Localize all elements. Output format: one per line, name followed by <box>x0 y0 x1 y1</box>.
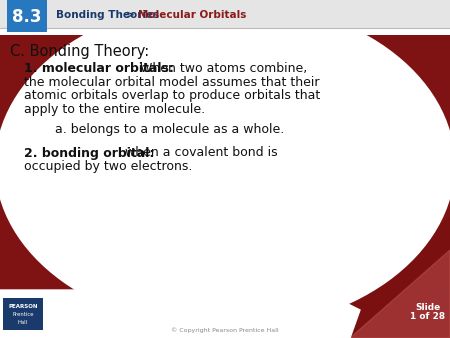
Text: 2. bonding orbital:: 2. bonding orbital: <box>24 146 154 160</box>
Text: atomic orbitals overlap to produce orbitals that: atomic orbitals overlap to produce orbit… <box>24 89 320 102</box>
FancyBboxPatch shape <box>0 118 450 135</box>
FancyBboxPatch shape <box>0 203 450 220</box>
Polygon shape <box>280 218 450 338</box>
Text: >: > <box>126 10 135 20</box>
FancyBboxPatch shape <box>0 220 450 237</box>
Text: When two atoms combine,: When two atoms combine, <box>132 62 307 75</box>
Text: © Copyright Pearson Prentice Hall: © Copyright Pearson Prentice Hall <box>171 327 279 333</box>
Text: Prentice: Prentice <box>12 313 34 317</box>
FancyBboxPatch shape <box>0 135 450 152</box>
FancyBboxPatch shape <box>0 237 450 254</box>
Text: the molecular orbital model assumes that their: the molecular orbital model assumes that… <box>24 75 320 89</box>
Text: when a covalent bond is: when a covalent bond is <box>117 146 278 160</box>
Ellipse shape <box>0 0 450 330</box>
FancyBboxPatch shape <box>7 0 47 32</box>
FancyBboxPatch shape <box>0 186 450 203</box>
FancyBboxPatch shape <box>3 298 43 330</box>
Text: Molecular Orbitals: Molecular Orbitals <box>138 10 247 20</box>
Text: occupied by two electrons.: occupied by two electrons. <box>24 160 193 173</box>
Text: PEARSON: PEARSON <box>8 305 38 310</box>
Text: 1 of 28: 1 of 28 <box>410 312 446 321</box>
FancyBboxPatch shape <box>0 152 450 169</box>
Text: 1. molecular orbitals:: 1. molecular orbitals: <box>24 62 174 75</box>
FancyBboxPatch shape <box>0 321 450 338</box>
Text: apply to the entire molecule.: apply to the entire molecule. <box>24 102 205 116</box>
Text: a. belongs to a molecule as a whole.: a. belongs to a molecule as a whole. <box>55 122 284 136</box>
FancyBboxPatch shape <box>0 304 450 321</box>
FancyBboxPatch shape <box>0 101 450 118</box>
FancyBboxPatch shape <box>0 84 450 101</box>
FancyBboxPatch shape <box>0 287 450 304</box>
FancyBboxPatch shape <box>0 169 450 186</box>
FancyBboxPatch shape <box>0 17 450 34</box>
Text: Slide: Slide <box>415 303 441 312</box>
FancyBboxPatch shape <box>0 0 450 35</box>
FancyBboxPatch shape <box>0 51 450 68</box>
Polygon shape <box>160 250 450 338</box>
FancyBboxPatch shape <box>0 0 450 28</box>
FancyBboxPatch shape <box>0 0 450 17</box>
Text: Bonding Theories: Bonding Theories <box>56 10 159 20</box>
Polygon shape <box>0 290 360 338</box>
FancyBboxPatch shape <box>0 68 450 84</box>
Text: 8.3: 8.3 <box>12 8 42 26</box>
FancyBboxPatch shape <box>0 254 450 270</box>
Polygon shape <box>350 250 450 338</box>
Text: Hall: Hall <box>18 320 28 325</box>
FancyBboxPatch shape <box>0 34 450 51</box>
Text: C. Bonding Theory:: C. Bonding Theory: <box>10 44 149 59</box>
FancyBboxPatch shape <box>0 270 450 287</box>
